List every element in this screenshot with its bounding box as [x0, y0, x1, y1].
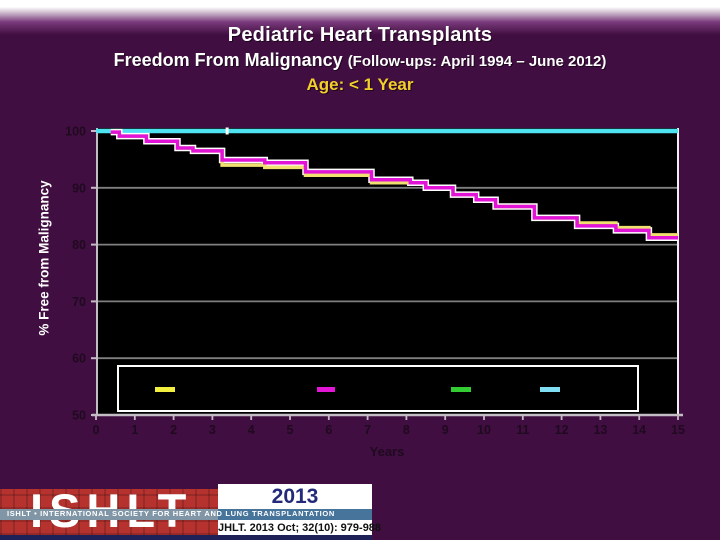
y-tick-label-100: 100	[65, 125, 86, 139]
y-tick-label-80: 80	[72, 238, 86, 252]
subtitle-main: Freedom From Malignancy	[113, 50, 343, 70]
x-tick-label-15: 15	[671, 423, 685, 437]
x-tick-label-8: 8	[403, 423, 410, 437]
society-strip: ISHLT • INTERNATIONAL SOCIETY FOR HEART …	[0, 509, 372, 520]
y-tick-label-50: 50	[72, 409, 86, 423]
footer-year: 2013	[271, 485, 319, 508]
subtitle-followups: (Follow-ups: April 1994 – June 2012)	[347, 53, 607, 70]
x-tick-label-12: 12	[555, 423, 569, 437]
age-group-label: Age: < 1 Year	[306, 75, 414, 94]
x-tick-label-5: 5	[287, 423, 294, 437]
y-tick-label-60: 60	[72, 352, 86, 366]
footer-citation: JHLT. 2013 Oct; 32(10): 979-988	[218, 522, 382, 534]
slide-subtitle: Freedom From Malignancy (Follow-ups: Apr…	[0, 50, 720, 71]
footer-banner: ISHLT 2013 JHLT. 2013 Oct; 32(10): 979-9…	[0, 484, 720, 540]
x-tick-label-0: 0	[93, 423, 100, 437]
x-tick-label-10: 10	[477, 423, 491, 437]
society-strip-text: ISHLT • INTERNATIONAL SOCIETY FOR HEART …	[7, 509, 335, 518]
series-magenta-line	[110, 130, 678, 240]
x-tick-label-6: 6	[325, 423, 332, 437]
x-tick-label-4: 4	[248, 423, 255, 437]
slide-title: Pediatric Heart Transplants	[227, 24, 493, 46]
x-tick-label-11: 11	[516, 423, 529, 437]
x-tick-label-9: 9	[442, 423, 449, 437]
top-gradient	[0, 0, 720, 38]
banner-bottom-edge	[0, 535, 372, 540]
x-tick-label-1: 1	[131, 423, 138, 437]
x-tick-label-13: 13	[593, 423, 607, 437]
x-tick-label-3: 3	[209, 423, 216, 437]
y-tick-label-90: 90	[72, 181, 86, 195]
x-tick-label-7: 7	[364, 423, 371, 437]
title-block: Pediatric Heart Transplants Freedom From…	[0, 24, 720, 95]
y-tick-label-70: 70	[72, 295, 86, 309]
x-tick-label-2: 2	[170, 423, 177, 437]
y-axis-title: % Free from Malignancy	[36, 180, 52, 336]
x-axis-title: Years	[370, 444, 405, 459]
x-tick-label-14: 14	[632, 423, 646, 437]
